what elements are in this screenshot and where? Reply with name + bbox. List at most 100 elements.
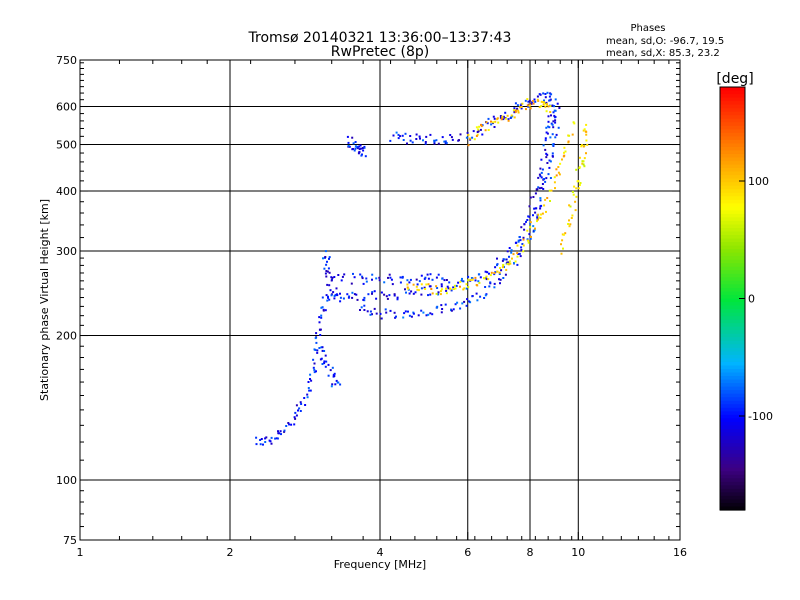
data-point xyxy=(574,200,577,203)
data-point xyxy=(437,291,440,294)
colorbar-segment xyxy=(720,390,745,395)
data-point xyxy=(575,168,578,171)
colorbar-segment xyxy=(720,439,745,444)
data-point xyxy=(541,183,544,185)
data-point xyxy=(478,281,481,284)
data-point xyxy=(440,288,443,291)
data-point xyxy=(516,107,519,110)
data-point xyxy=(361,153,363,156)
data-point xyxy=(543,204,546,207)
data-point xyxy=(546,197,549,199)
data-point xyxy=(514,109,517,112)
stats-box: Phases mean, sd,O: -96.7, 19.5 mean, sd,… xyxy=(606,23,724,59)
data-point xyxy=(339,300,342,303)
data-point xyxy=(484,129,487,132)
data-point xyxy=(558,107,561,109)
data-point xyxy=(517,111,520,114)
data-point xyxy=(501,259,504,262)
data-point xyxy=(270,436,273,439)
data-point xyxy=(303,397,306,399)
data-point xyxy=(447,287,450,290)
data-point xyxy=(327,363,330,366)
data-point xyxy=(517,239,520,242)
data-point xyxy=(583,128,586,131)
data-point xyxy=(523,228,526,231)
colorbar-segment xyxy=(720,192,745,197)
data-point xyxy=(459,280,462,283)
data-point xyxy=(335,379,338,382)
data-point xyxy=(534,192,537,195)
data-point xyxy=(475,292,478,295)
data-point xyxy=(571,214,574,217)
data-point xyxy=(543,178,546,180)
colorbar-segment xyxy=(720,312,745,317)
data-point xyxy=(373,290,376,293)
data-point xyxy=(416,283,419,286)
data-point xyxy=(467,279,470,282)
data-point xyxy=(424,142,427,145)
data-point xyxy=(324,272,327,275)
data-point xyxy=(330,294,333,297)
colorbar-segment xyxy=(720,125,745,130)
data-point xyxy=(255,436,258,439)
data-point xyxy=(401,134,404,137)
data-point xyxy=(440,283,443,286)
data-point xyxy=(470,277,473,279)
data-point xyxy=(528,104,531,107)
data-point xyxy=(506,261,509,264)
colorbar-tick-label: 100 xyxy=(748,175,769,188)
data-point xyxy=(437,293,440,296)
data-point xyxy=(331,383,334,386)
data-point xyxy=(351,291,354,294)
colorbar-segment xyxy=(720,432,745,437)
data-point xyxy=(508,260,511,263)
data-point xyxy=(383,293,386,296)
colorbar-segment xyxy=(720,369,745,374)
data-point xyxy=(537,176,540,179)
data-point xyxy=(300,403,303,405)
colorbar-segment xyxy=(720,146,745,152)
data-point xyxy=(259,443,262,446)
data-point xyxy=(568,134,571,137)
data-point xyxy=(484,294,487,297)
data-point xyxy=(557,126,560,129)
data-point xyxy=(551,104,554,107)
data-point xyxy=(526,238,529,241)
data-point xyxy=(443,140,446,143)
data-point xyxy=(544,148,547,151)
data-point xyxy=(403,312,406,315)
colorbar-segment xyxy=(720,421,745,426)
colorbar-segment xyxy=(720,104,745,109)
data-point xyxy=(371,313,373,316)
data-point xyxy=(435,285,438,288)
data-point xyxy=(441,308,444,310)
colorbar-segment xyxy=(720,266,745,271)
data-point xyxy=(412,312,415,315)
data-point xyxy=(513,107,516,110)
data-point xyxy=(327,295,329,298)
data-point xyxy=(501,116,504,119)
data-point xyxy=(503,258,506,261)
colorbar-segment xyxy=(720,87,745,92)
colorbar-segment xyxy=(720,365,745,370)
data-point xyxy=(519,255,522,258)
data-point xyxy=(536,218,539,221)
colorbar-segment xyxy=(720,435,745,441)
colorbar-segment xyxy=(720,478,745,483)
data-point xyxy=(543,101,546,104)
colorbar-segment xyxy=(720,309,745,314)
data-point xyxy=(411,141,414,144)
data-point xyxy=(506,114,509,117)
data-point xyxy=(502,264,505,266)
data-point xyxy=(316,349,319,352)
stats-line-o: mean, sd,O: -96.7, 19.5 xyxy=(606,36,724,47)
data-point xyxy=(508,247,511,249)
colorbar-segment xyxy=(720,330,745,335)
data-point xyxy=(358,148,361,151)
data-point xyxy=(328,284,331,287)
data-point xyxy=(389,139,392,142)
data-point xyxy=(321,363,324,365)
data-point xyxy=(538,93,541,96)
data-point xyxy=(417,289,420,292)
data-point xyxy=(359,144,362,147)
